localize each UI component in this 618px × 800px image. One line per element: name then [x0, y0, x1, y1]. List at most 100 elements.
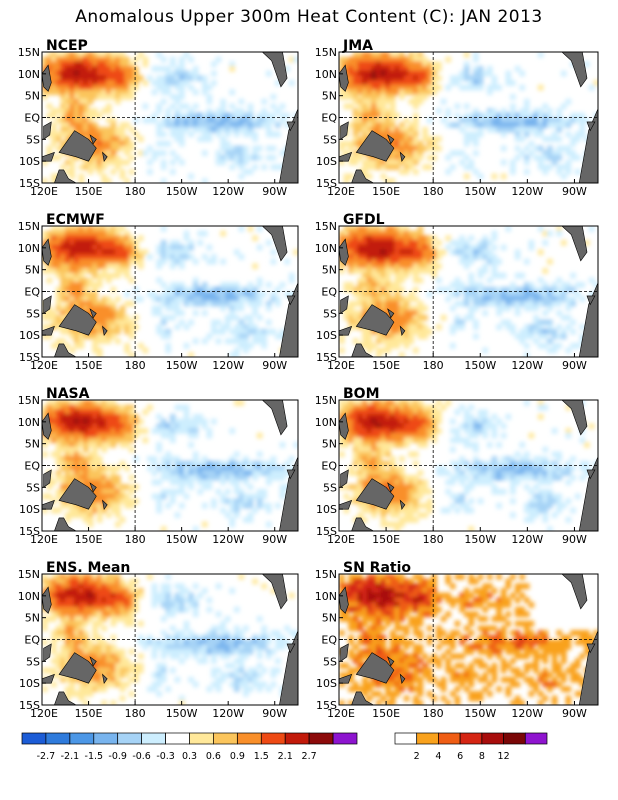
lon-tick-label: 120E	[327, 359, 355, 372]
lon-tick-label: 180	[125, 185, 146, 198]
colorbar-label: -0.6	[132, 751, 151, 762]
lat-tick-label: 10S	[316, 503, 337, 516]
panel-field	[42, 574, 298, 705]
land-mass	[261, 574, 288, 610]
lon-tick-label: 150W	[464, 707, 496, 720]
lat-tick-label: 10N	[315, 68, 337, 81]
lon-tick-label: 90W	[262, 533, 287, 546]
colorbar-sn-ratio: 2 4 6 8 12	[394, 732, 548, 762]
colorbar-label: 6	[457, 751, 463, 762]
lat-tick-label: 5N	[322, 438, 337, 451]
lon-tick-label: 150W	[166, 185, 198, 198]
lon-tick-label: 120E	[327, 707, 355, 720]
land-mass	[339, 64, 349, 92]
lon-tick-label: 180	[423, 533, 444, 546]
land-mass	[387, 482, 395, 493]
lat-tick-label: EQ	[24, 286, 40, 299]
land-mass	[399, 151, 406, 162]
lon-tick-label: 120W	[212, 185, 244, 198]
colorbar-swatch	[189, 732, 214, 745]
colorbar-label: 12	[498, 751, 510, 762]
land-mass	[89, 656, 97, 667]
panel-title: GFDL	[343, 212, 385, 228]
land-mass	[561, 400, 588, 436]
panel-title: BOM	[343, 386, 380, 402]
lon-tick-label: 120W	[511, 185, 543, 198]
lon-tick-label: 180	[125, 707, 146, 720]
land-mass	[42, 343, 77, 357]
colorbar-label: 4	[435, 751, 441, 762]
land-mass	[339, 499, 353, 510]
land-mass	[568, 226, 598, 357]
lon-tick-label: 120W	[511, 707, 543, 720]
land-mass	[355, 478, 395, 510]
lat-tick-label: 15S	[19, 177, 40, 190]
land-mass	[43, 643, 52, 662]
lat-tick-label: 10S	[19, 677, 40, 690]
land-mass	[261, 52, 288, 88]
land-mass	[42, 151, 55, 162]
lat-tick-label: 5S	[26, 133, 40, 146]
land-mass	[355, 652, 395, 684]
lat-tick-label: EQ	[24, 634, 40, 647]
land-mass	[89, 134, 97, 145]
lon-tick-label: 90W	[562, 185, 587, 198]
land-mass	[387, 308, 395, 319]
panel-title: NCEP	[46, 38, 88, 54]
land-mass	[42, 325, 55, 336]
lat-tick-label: 5S	[26, 481, 40, 494]
colorbar-swatch	[394, 732, 418, 745]
lon-tick-label: 180	[423, 185, 444, 198]
lat-tick-label: 5S	[26, 307, 40, 320]
lat-tick-label: 5N	[25, 438, 40, 451]
land-mass	[355, 304, 395, 336]
lat-tick-label: 10S	[19, 329, 40, 342]
colorbar-label: 8	[479, 751, 485, 762]
land-mass	[286, 121, 296, 132]
lon-tick-label: 150W	[464, 533, 496, 546]
land-mass	[102, 499, 108, 510]
lon-tick-label: 120E	[327, 533, 355, 546]
lon-tick-label: 180	[423, 707, 444, 720]
lat-tick-label: EQ	[24, 112, 40, 125]
lat-tick-label: 10S	[19, 503, 40, 516]
colorbar-label: 0.3	[182, 751, 197, 762]
lat-tick-label: 10N	[18, 68, 40, 81]
colorbar-swatch	[524, 732, 548, 745]
panel-field	[339, 574, 598, 705]
land-mass	[268, 574, 298, 705]
land-mass	[42, 673, 55, 684]
lon-tick-label: 150E	[75, 533, 103, 546]
land-mass	[339, 586, 349, 614]
lat-tick-label: 10N	[18, 242, 40, 255]
land-mass	[355, 130, 395, 162]
land-mass	[339, 325, 353, 336]
lat-tick-label: 15N	[18, 46, 40, 59]
lat-tick-label: EQ	[321, 634, 337, 647]
lon-tick-label: 90W	[562, 359, 587, 372]
lat-tick-label: 10S	[19, 155, 40, 168]
land-mass	[43, 295, 52, 314]
colorbar-swatch	[260, 732, 286, 745]
lon-tick-label: 180	[125, 359, 146, 372]
colorbar-label: 2	[414, 751, 420, 762]
colorbar-swatch	[416, 732, 439, 745]
lat-tick-label: 5S	[323, 307, 337, 320]
lat-tick-label: EQ	[321, 286, 337, 299]
colorbar-swatch	[459, 732, 483, 745]
land-mass	[42, 517, 77, 531]
lat-tick-label: 5N	[25, 264, 40, 277]
land-mass	[399, 673, 406, 684]
land-mass	[286, 643, 296, 654]
lat-tick-label: 10S	[316, 677, 337, 690]
land-mass	[340, 643, 349, 662]
land-mass	[586, 469, 596, 480]
land-mass	[42, 169, 77, 183]
land-mass	[340, 295, 349, 314]
land-mass	[339, 673, 353, 684]
colorbar-swatch	[213, 732, 238, 745]
